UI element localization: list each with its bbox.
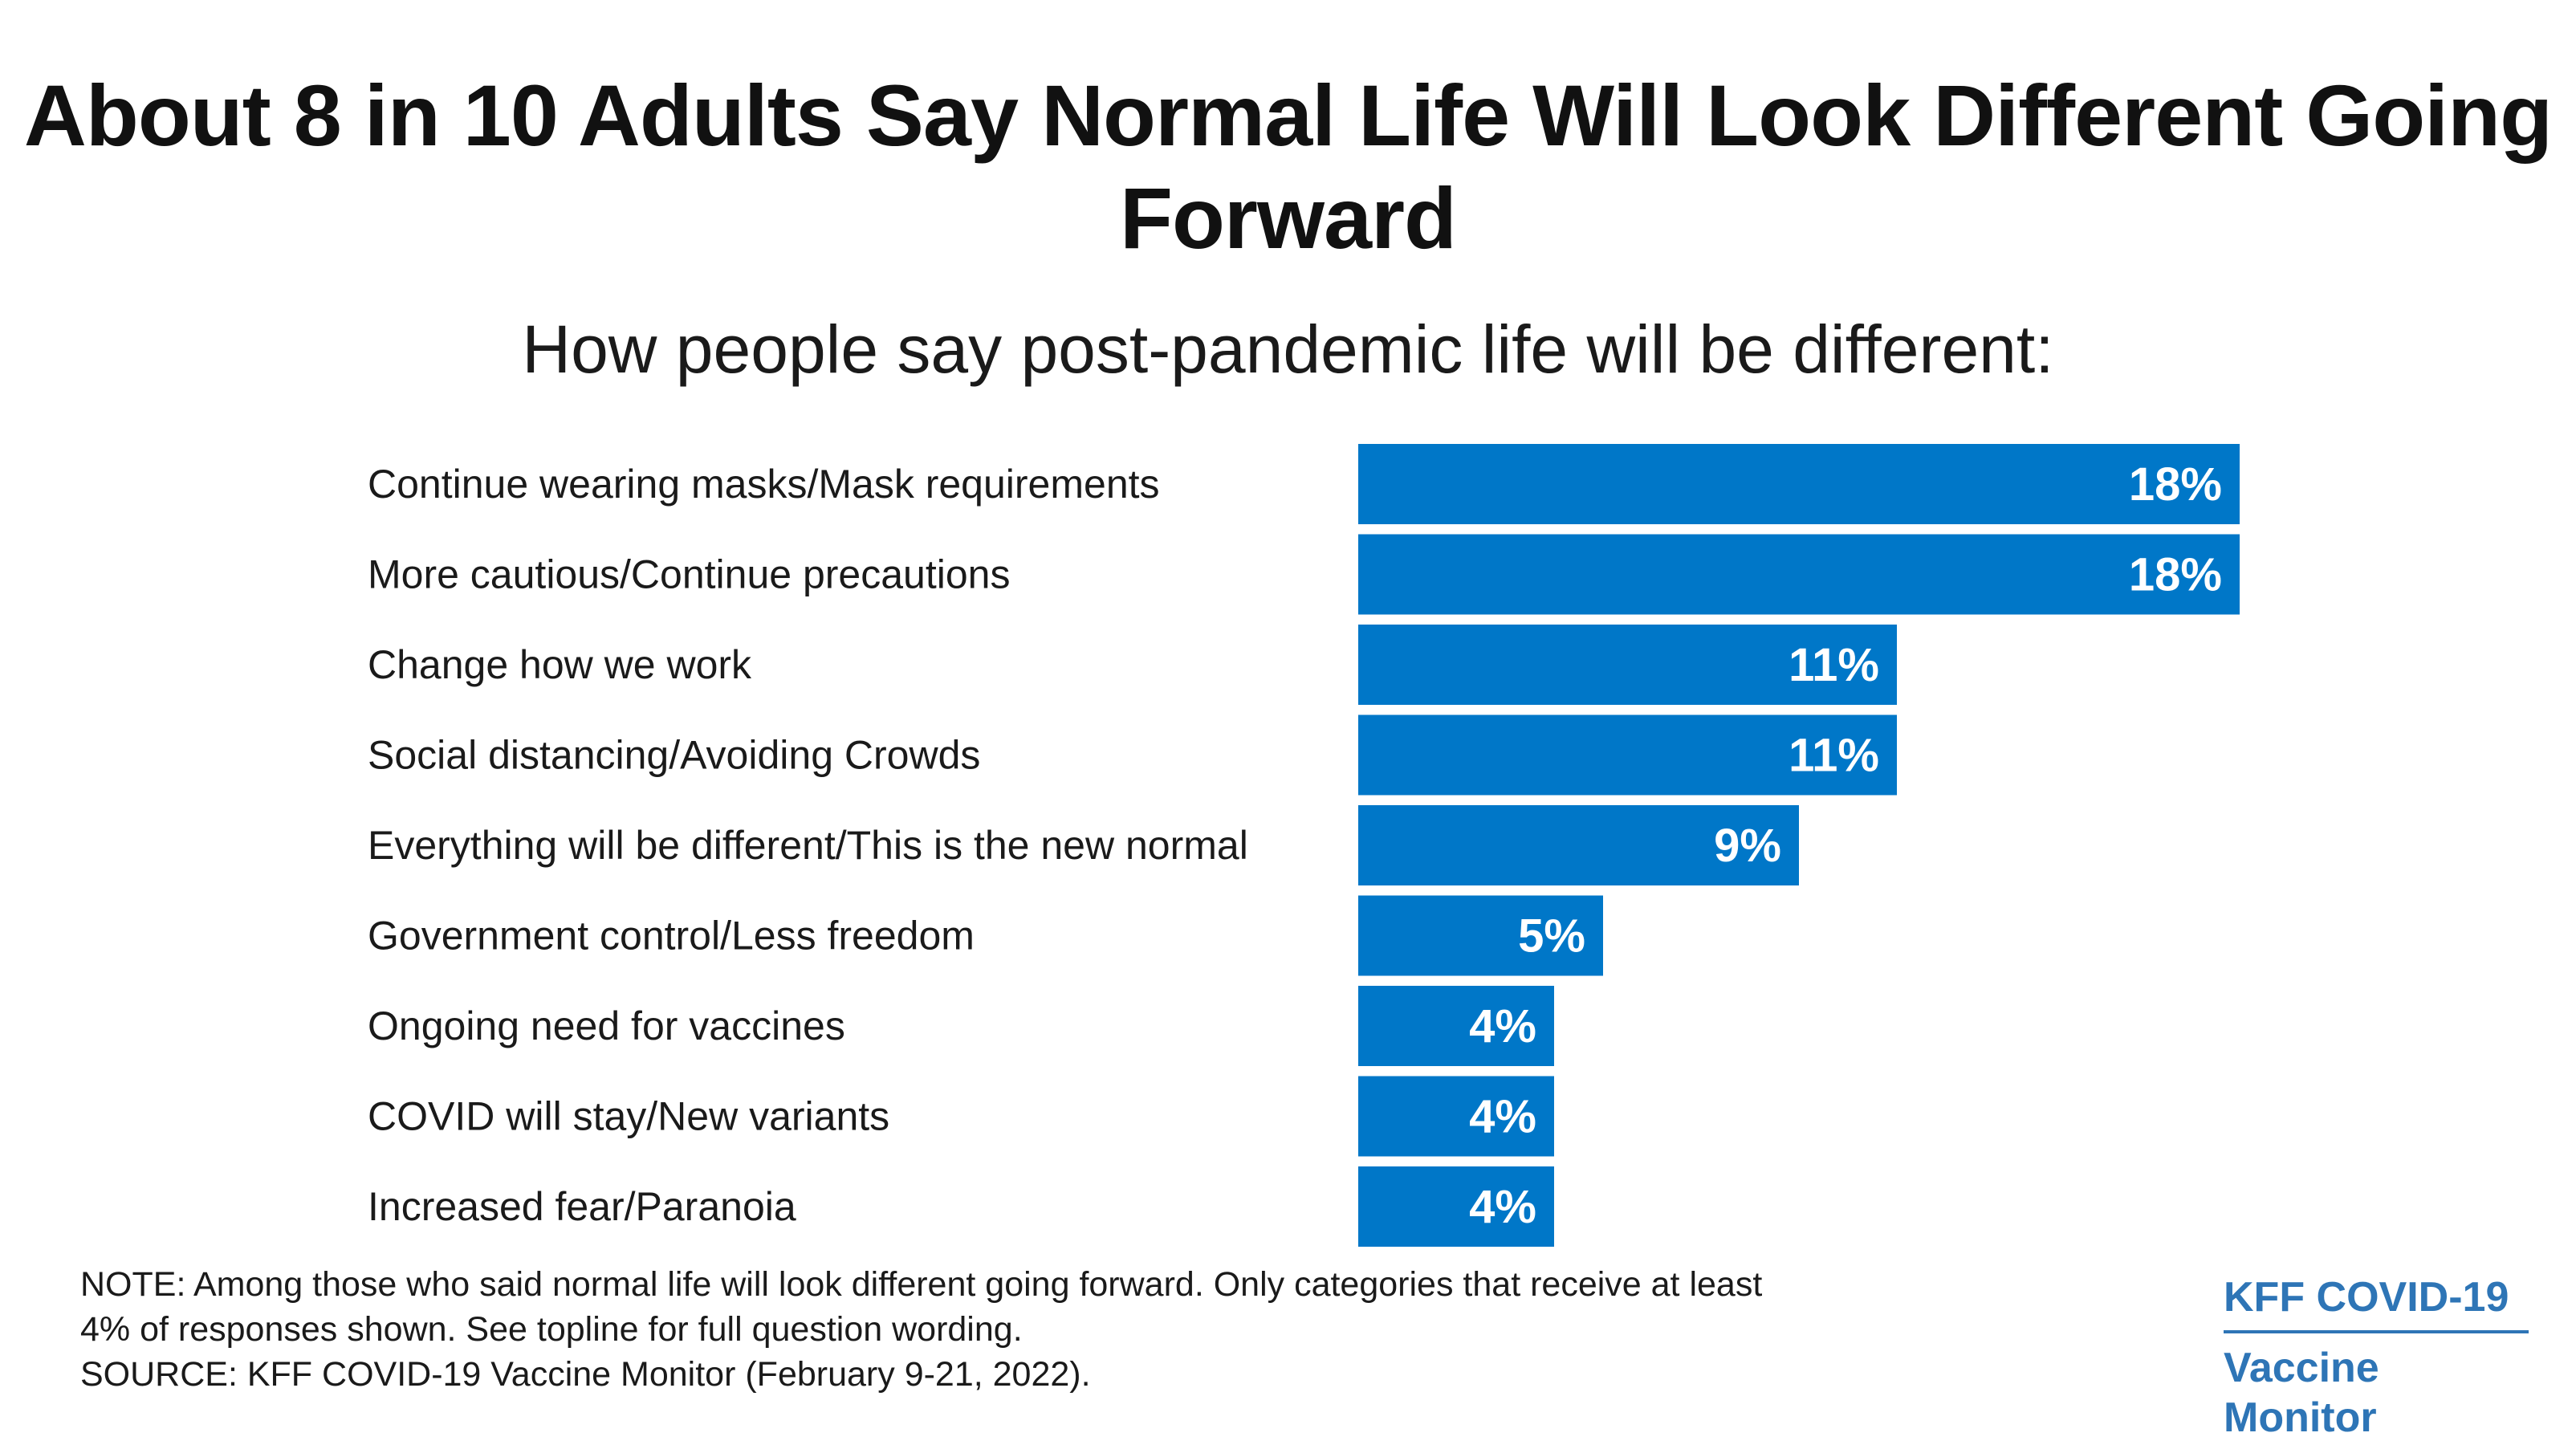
chart-title: About 8 in 10 Adults Say Normal Life Wil… (23, 67, 2553, 267)
category-label-0: Continue wearing masks/Mask requirements (368, 462, 1160, 507)
value-label-5: 5% (1518, 910, 1585, 963)
category-label-2: Change how we work (368, 642, 752, 687)
footnote: NOTE: Among those who said normal life w… (80, 1262, 1862, 1397)
value-label-2: 11% (1789, 639, 1879, 691)
value-label-0: 18% (2129, 458, 2222, 511)
category-label-5: Government control/Less freedom (368, 914, 975, 959)
bar-4 (1358, 805, 1799, 885)
bar-0 (1358, 444, 2240, 524)
bar-6 (1358, 986, 1554, 1066)
bar-2 (1358, 625, 1897, 705)
category-label-7: COVID will stay/New variants (368, 1094, 889, 1139)
value-label-6: 4% (1469, 1000, 1536, 1052)
category-label-8: Increased fear/Paranoia (368, 1184, 796, 1229)
category-label-1: More cautious/Continue precautions (368, 552, 1010, 597)
logo-line-2: Vaccine Monitor (2224, 1345, 2379, 1441)
note-line-1: NOTE: Among those who said normal life w… (80, 1265, 1763, 1304)
logo-line-1: KFF COVID-19 (2224, 1272, 2529, 1333)
kff-logo: KFF COVID-19 Vaccine Monitor (2224, 1272, 2529, 1443)
bar-7 (1358, 1076, 1554, 1157)
category-label-4: Everything will be different/This is the… (368, 823, 1248, 868)
note-line-2: 4% of responses shown. See topline for f… (80, 1310, 1023, 1349)
category-label-6: Ongoing need for vaccines (368, 1003, 845, 1048)
bar-1 (1358, 534, 2240, 615)
value-label-1: 18% (2129, 549, 2222, 601)
value-label-7: 4% (1469, 1091, 1536, 1143)
bar-3 (1358, 714, 1897, 796)
value-label-3: 11% (1789, 730, 1879, 782)
source-line: SOURCE: KFF COVID-19 Vaccine Monitor (Fe… (80, 1355, 1091, 1394)
value-label-8: 4% (1469, 1181, 1536, 1233)
category-label-3: Social distancing/Avoiding Crowds (368, 733, 980, 778)
bar-8 (1358, 1166, 1554, 1247)
value-label-4: 9% (1714, 820, 1781, 872)
bar-5 (1358, 895, 1603, 976)
chart-subtitle: How people say post-pandemic life will b… (522, 311, 2054, 387)
